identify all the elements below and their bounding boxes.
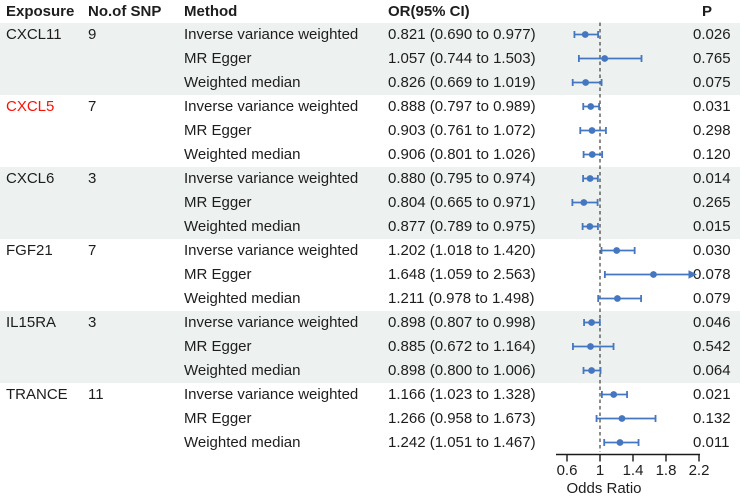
- p-value: 0.014: [693, 169, 731, 187]
- snp-count: 9: [88, 25, 97, 43]
- method-label: MR Egger: [184, 49, 252, 67]
- x-tick-label: 1: [595, 462, 605, 479]
- method-label: Inverse variance weighted: [184, 241, 359, 259]
- p-value: 0.298: [693, 121, 731, 139]
- exposure-label: CXCL6: [6, 169, 55, 187]
- or-ci-value: 0.898 (0.800 to 1.006): [388, 361, 536, 379]
- p-value: 0.542: [693, 337, 731, 355]
- method-label: MR Egger: [184, 337, 252, 355]
- snp-count: 7: [88, 241, 97, 259]
- x-tick-label: 1.4: [622, 462, 644, 479]
- col-header-snp: No.of SNP: [88, 3, 162, 20]
- or-ci-value: 0.888 (0.797 to 0.989): [388, 97, 536, 115]
- or-ci-value: 0.898 (0.807 to 0.998): [388, 313, 536, 331]
- method-label: Weighted median: [184, 145, 301, 163]
- table-row: Weighted median 1.211 (0.978 to 1.498) 0.0…: [0, 287, 750, 311]
- table-row: TRANCE 11 Inverse variance weighted 1.166 (…: [0, 383, 750, 407]
- table-row: Weighted median 1.242 (1.051 to 1.467) 0.0…: [0, 431, 750, 455]
- group-band-cxcl6: [0, 166, 740, 239]
- p-value: 0.031: [693, 97, 731, 115]
- p-value: 0.132: [693, 409, 731, 427]
- p-value: 0.078: [693, 265, 731, 283]
- method-label: MR Egger: [184, 121, 252, 139]
- exposure-label: IL15RA: [6, 313, 57, 331]
- method-label: Inverse variance weighted: [184, 25, 359, 43]
- method-label: Weighted median: [184, 217, 301, 235]
- or-ci-value: 1.166 (1.023 to 1.328): [388, 385, 536, 403]
- or-ci-value: 0.826 (0.669 to 1.019): [388, 73, 536, 91]
- method-label: Weighted median: [184, 73, 301, 91]
- p-value: 0.026: [693, 25, 731, 43]
- or-ci-value: 0.885 (0.672 to 1.164): [388, 337, 536, 355]
- table-row: MR Egger 1.266 (0.958 to 1.673) 0.132: [0, 407, 750, 431]
- p-value: 0.015: [693, 217, 731, 235]
- table-row: MR Egger 0.885 (0.672 to 1.164) 0.542: [0, 335, 750, 359]
- method-label: Inverse variance weighted: [184, 97, 359, 115]
- or-ci-value: 0.804 (0.665 to 0.971): [388, 193, 536, 211]
- snp-count: 3: [88, 169, 97, 187]
- x-axis-title: Odds Ratio: [566, 480, 642, 497]
- snp-count: 3: [88, 313, 97, 331]
- table-row: Weighted median 0.877 (0.789 to 0.975) 0.0…: [0, 215, 750, 239]
- x-tick-label: 2.2: [688, 462, 710, 479]
- table-row: Weighted median 0.906 (0.801 to 1.026) 0.1…: [0, 143, 750, 167]
- or-ci-value: 1.211 (0.978 to 1.498): [388, 289, 535, 307]
- or-ci-value: 0.880 (0.795 to 0.974): [388, 169, 536, 187]
- or-ci-value: 0.903 (0.761 to 1.072): [388, 121, 536, 139]
- col-header-method: Method: [184, 3, 238, 20]
- method-label: Inverse variance weighted: [184, 313, 359, 331]
- p-value: 0.064: [693, 361, 731, 379]
- p-value: 0.765: [693, 49, 731, 67]
- group-band-il15ra: [0, 310, 740, 383]
- p-value: 0.075: [693, 73, 731, 91]
- table-row: MR Egger 0.804 (0.665 to 0.971) 0.265: [0, 191, 750, 215]
- or-ci-value: 1.242 (1.051 to 1.467): [388, 433, 536, 451]
- table-row: IL15RA 3 Inverse variance weighted 0.898 (0…: [0, 311, 750, 335]
- table-row: MR Egger 1.648 (1.059 to 2.563) 0.078: [0, 263, 750, 287]
- col-header-p: P: [702, 3, 713, 20]
- exposure-label: TRANCE: [6, 385, 68, 403]
- method-label: Weighted median: [184, 361, 301, 379]
- x-tick-label: 1.8: [655, 462, 677, 479]
- method-label: MR Egger: [184, 193, 252, 211]
- method-label: Inverse variance weighted: [184, 385, 359, 403]
- table-row: MR Egger 1.057 (0.744 to 1.503) 0.765: [0, 47, 750, 71]
- col-header-or-ci: OR(95% CI): [388, 3, 470, 20]
- table-row: CXCL6 3 Inverse variance weighted 0.880 (0.…: [0, 167, 750, 191]
- method-label: Weighted median: [184, 433, 301, 451]
- x-tick-label: 0.6: [556, 462, 578, 479]
- or-ci-value: 0.906 (0.801 to 1.026): [388, 145, 536, 163]
- p-value: 0.046: [693, 313, 731, 331]
- or-ci-value: 1.266 (0.958 to 1.673): [388, 409, 536, 427]
- table-row: MR Egger 0.903 (0.761 to 1.072) 0.298: [0, 119, 750, 143]
- p-value: 0.011: [693, 433, 730, 451]
- method-label: MR Egger: [184, 409, 252, 427]
- exposure-label: FGF21: [6, 241, 53, 259]
- exposure-label: CXCL5: [6, 97, 55, 115]
- or-ci-value: 0.877 (0.789 to 0.975): [388, 217, 536, 235]
- p-value: 0.079: [693, 289, 731, 307]
- p-value: 0.265: [693, 193, 731, 211]
- or-ci-value: 1.057 (0.744 to 1.503): [388, 49, 536, 67]
- snp-count: 7: [88, 97, 97, 115]
- method-label: Weighted median: [184, 289, 301, 307]
- table-row: Weighted median 0.898 (0.800 to 1.006) 0.0…: [0, 359, 750, 383]
- p-value: 0.021: [693, 385, 731, 403]
- or-ci-value: 0.821 (0.690 to 0.977): [388, 25, 536, 43]
- col-header-exposure: Exposure: [6, 3, 75, 20]
- method-label: Inverse variance weighted: [184, 169, 359, 187]
- method-label: MR Egger: [184, 265, 252, 283]
- or-ci-value: 1.202 (1.018 to 1.420): [388, 241, 536, 259]
- table-row: CXCL5 7 Inverse variance weighted 0.888 (0.…: [0, 95, 750, 119]
- p-value: 0.030: [693, 241, 731, 259]
- table-row: CXCL11 9 Inverse variance weighted 0.821 (0…: [0, 23, 750, 47]
- table-row: FGF21 7 Inverse variance weighted 1.202 (1.…: [0, 239, 750, 263]
- or-ci-value: 1.648 (1.059 to 2.563): [388, 265, 536, 283]
- p-value: 0.120: [693, 145, 731, 163]
- exposure-label: CXCL11: [6, 25, 62, 43]
- table-row: Weighted median 0.826 (0.669 to 1.019) 0.0…: [0, 71, 750, 95]
- snp-count: 11: [88, 385, 104, 403]
